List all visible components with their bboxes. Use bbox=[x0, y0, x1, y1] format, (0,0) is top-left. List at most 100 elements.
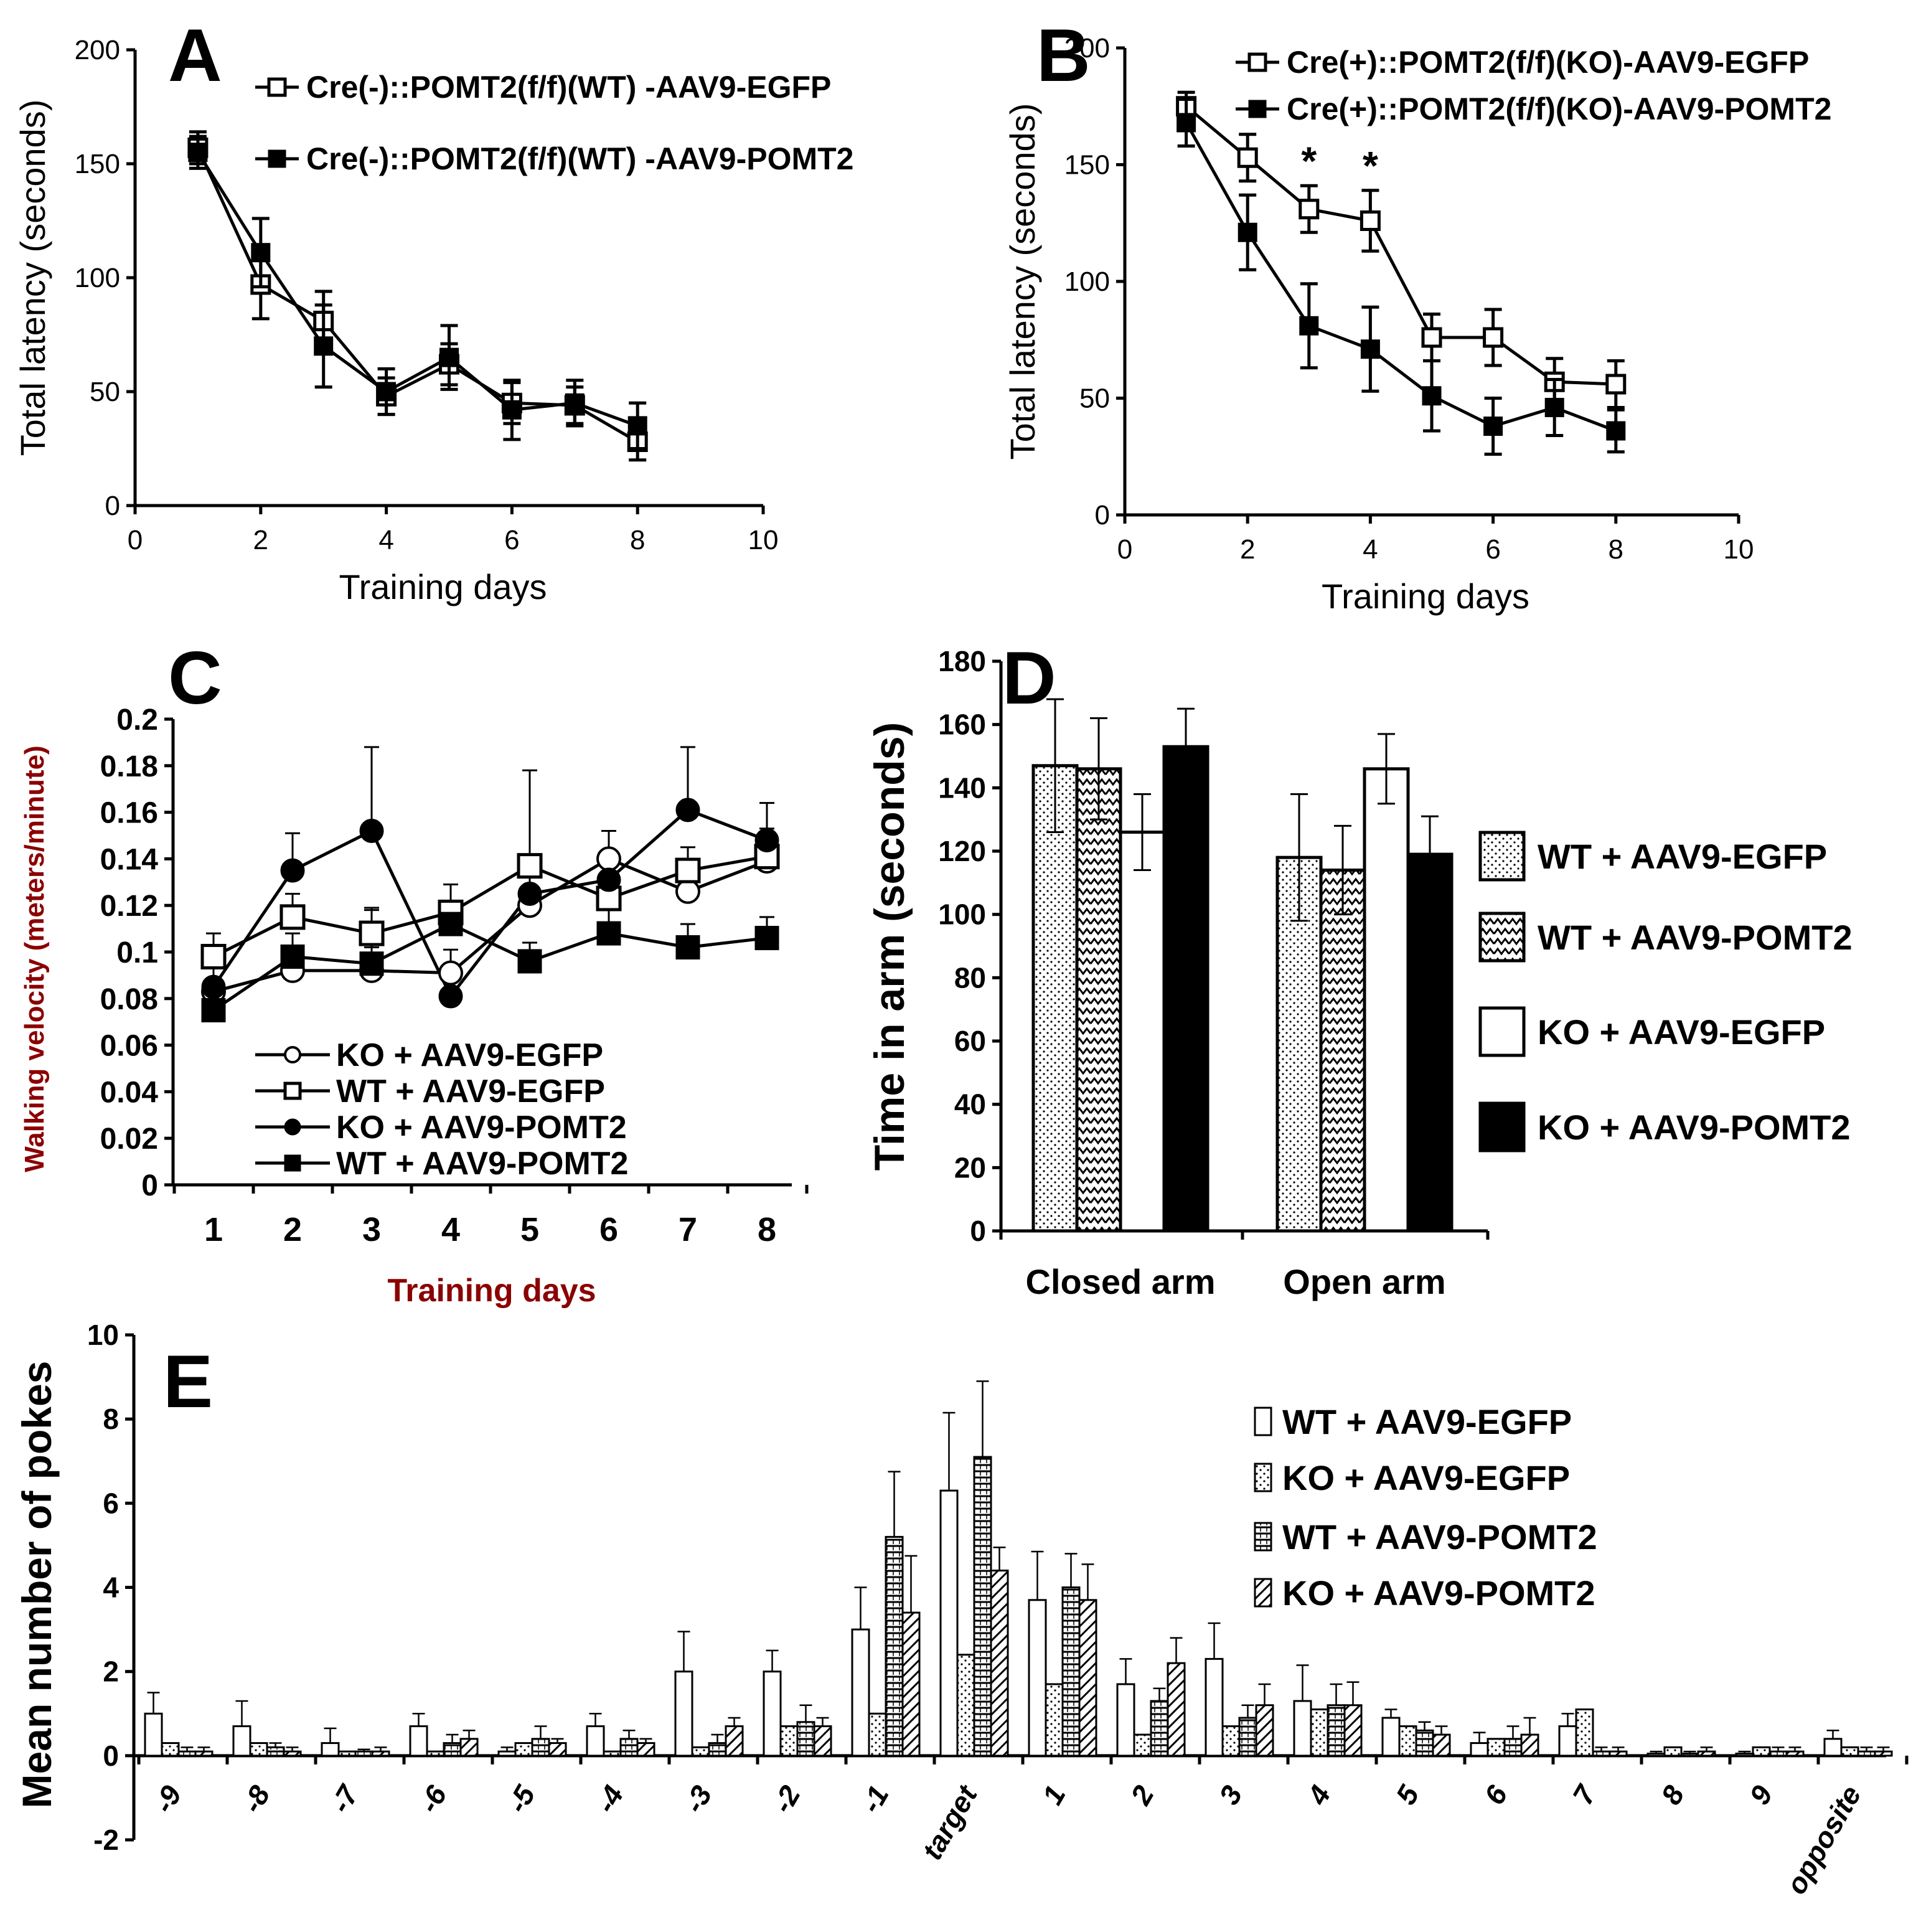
bar bbox=[1116, 1683, 1135, 1757]
y-tick-label: 6 bbox=[103, 1487, 119, 1519]
bar bbox=[1078, 1599, 1097, 1757]
bar bbox=[1293, 1700, 1312, 1757]
bar bbox=[691, 1746, 710, 1757]
data-point bbox=[200, 943, 227, 969]
x-tick-label: 6 bbox=[599, 1211, 618, 1248]
x-category-label: -7 bbox=[324, 1779, 365, 1819]
y-axis-label: Mean number of pokes bbox=[14, 1361, 60, 1809]
data-point bbox=[627, 416, 647, 436]
data-point bbox=[1360, 210, 1381, 231]
x-tick-label: 1 bbox=[204, 1211, 223, 1248]
bar bbox=[674, 1670, 693, 1757]
data-point bbox=[279, 904, 306, 930]
bar bbox=[1840, 1746, 1859, 1757]
bar bbox=[619, 1738, 639, 1757]
bar bbox=[813, 1725, 832, 1757]
x-category-label: -5 bbox=[500, 1779, 542, 1819]
bar bbox=[531, 1738, 550, 1757]
legend-label: KO + AAV9-EGFP bbox=[336, 1037, 603, 1073]
panel-label-b: B bbox=[1036, 14, 1091, 97]
legend-label: KO + AAV9-EGFP bbox=[1538, 1012, 1825, 1052]
bar bbox=[249, 1742, 268, 1757]
x-tick-label: 3 bbox=[362, 1211, 381, 1248]
data-point bbox=[754, 926, 779, 951]
bar bbox=[514, 1742, 533, 1757]
x-category-label: 9 bbox=[1743, 1779, 1779, 1810]
bar bbox=[1752, 1746, 1771, 1757]
bar bbox=[144, 1712, 163, 1757]
bar bbox=[1255, 1704, 1274, 1757]
y-tick-label: 0 bbox=[105, 491, 120, 521]
y-tick-label: 10 bbox=[87, 1319, 119, 1351]
bar bbox=[1857, 1750, 1876, 1757]
x-tick-label: 7 bbox=[679, 1211, 697, 1248]
bar bbox=[796, 1721, 815, 1757]
bar bbox=[321, 1742, 340, 1757]
bar bbox=[266, 1746, 285, 1757]
bar bbox=[779, 1725, 799, 1757]
y-tick-label: 0 bbox=[141, 1169, 158, 1202]
data-point bbox=[1483, 327, 1504, 348]
y-tick-label: 80 bbox=[954, 961, 986, 994]
y-tick-label: 150 bbox=[75, 149, 120, 179]
chart-c-walking-velocity: 0 0.02 0.04 0.06 0.08 0.1 0.12 0.14 0.16 0.18 0.2 1… bbox=[19, 704, 809, 1309]
bar bbox=[1162, 745, 1209, 1233]
data-point bbox=[596, 867, 621, 892]
legend-label: Cre(+)::POMT2(f/f)(KO)-AAV9-POMT2 bbox=[1287, 92, 1831, 126]
data-point bbox=[517, 882, 542, 906]
y-tick-label: 4 bbox=[103, 1572, 119, 1604]
legend-label: WT + AAV9-POMT2 bbox=[1282, 1517, 1597, 1557]
x-category-label: target bbox=[916, 1779, 984, 1865]
bar bbox=[1558, 1725, 1577, 1757]
y-tick-label: 0 bbox=[970, 1215, 986, 1247]
series-line bbox=[212, 808, 768, 999]
y-tick-label: 0 bbox=[1095, 500, 1110, 530]
y-tick-label: 0.12 bbox=[100, 890, 158, 923]
chart-a-latency-wt: 0 50 100 150 200 0 2 4 6 8 10 Training days Total la… bbox=[13, 35, 854, 606]
bar bbox=[1133, 1733, 1152, 1757]
bar bbox=[337, 1750, 357, 1757]
bar bbox=[1470, 1742, 1489, 1757]
bar bbox=[1381, 1717, 1401, 1757]
bar bbox=[177, 1750, 197, 1757]
series-line bbox=[212, 922, 768, 1012]
chart-b-latency-ko: 0 50 100 150 200 0 2 4 6 8 10 Training days Total la… bbox=[1003, 33, 1831, 616]
bar bbox=[459, 1738, 479, 1757]
legend-label: KO + AAV9-POMT2 bbox=[1538, 1108, 1851, 1147]
y-tick-label: 0.04 bbox=[100, 1076, 159, 1109]
bar bbox=[1503, 1738, 1523, 1757]
y-axis-label: Walking velocity (meters/minute) bbox=[19, 745, 50, 1172]
y-tick-label: -2 bbox=[93, 1824, 119, 1856]
bar bbox=[1487, 1738, 1506, 1757]
bar bbox=[1045, 1683, 1064, 1757]
bar bbox=[1363, 767, 1410, 1233]
bar bbox=[1028, 1599, 1047, 1757]
data-point bbox=[502, 400, 522, 420]
bar bbox=[1150, 1700, 1169, 1757]
x-category-label: -4 bbox=[589, 1780, 629, 1818]
bar bbox=[1592, 1750, 1611, 1757]
x-tick-label: 10 bbox=[748, 525, 779, 555]
y-tick-label: 100 bbox=[938, 898, 986, 931]
y-tick-label: 0.1 bbox=[116, 936, 158, 969]
legend-marker bbox=[1248, 100, 1267, 118]
bar bbox=[1343, 1704, 1363, 1757]
chart-e-mean-pokes: -2 0 2 4 6 8 10 Mean number of pokes -9 -8 -7 -6 -5 -… bbox=[14, 1319, 1909, 1900]
bar bbox=[548, 1742, 567, 1757]
legend-label: Cre(-)::POMT2(f/f)(WT) -AAV9-POMT2 bbox=[306, 141, 854, 176]
x-category-label: -2 bbox=[766, 1779, 807, 1818]
x-tick-label: 4 bbox=[441, 1211, 460, 1248]
bar bbox=[1823, 1738, 1843, 1757]
legend-swatch bbox=[1478, 1101, 1526, 1152]
data-point bbox=[1237, 147, 1258, 168]
bar bbox=[443, 1742, 462, 1757]
y-tick-label: 8 bbox=[103, 1403, 119, 1435]
x-tick-label: 10 bbox=[1724, 534, 1754, 565]
bar bbox=[885, 1535, 904, 1757]
bar bbox=[409, 1725, 428, 1757]
data-point bbox=[1360, 339, 1380, 359]
data-point bbox=[675, 798, 700, 822]
legend-marker bbox=[284, 1046, 301, 1063]
data-point bbox=[1544, 398, 1564, 417]
